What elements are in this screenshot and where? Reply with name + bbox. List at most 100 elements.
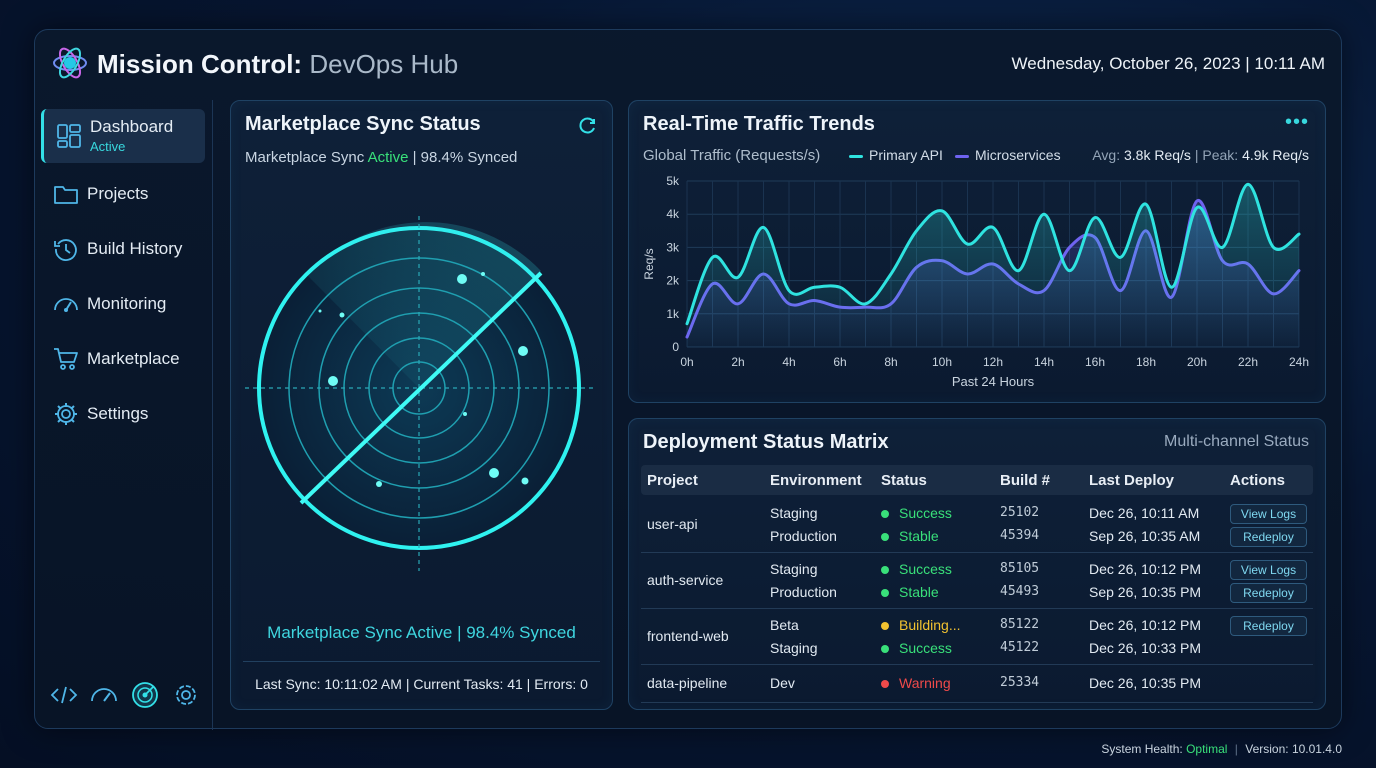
build-number: 85105 [1000, 561, 1040, 576]
sync-title: Marketplace Sync Status [245, 113, 481, 135]
more-options-icon[interactable]: ••• [1284, 111, 1309, 133]
x-tick-label: 18h [1136, 355, 1156, 369]
project-name: auth-service [647, 572, 724, 588]
table-row: frontend-web Beta Building... 85122 Dec 26, … [641, 609, 1313, 665]
column-header: Last Deploy [1089, 472, 1175, 489]
x-tick-label: 6h [833, 355, 846, 369]
traffic-title: Real-Time Traffic Trends [643, 113, 875, 135]
environment: Production [770, 528, 837, 544]
matrix-title: Deployment Status Matrix [643, 431, 889, 453]
refresh-icon[interactable] [578, 115, 598, 135]
status-badge: Warning [881, 675, 951, 691]
sidebar-item-monitoring[interactable]: Monitoring [41, 277, 205, 331]
last-deploy: Dec 26, 10:33 PM [1089, 640, 1202, 656]
status-dot-icon [881, 589, 889, 598]
last-deploy: Sep 26, 10:35 PM [1089, 584, 1202, 600]
status-dot-icon [881, 510, 889, 519]
legend-label: Primary API [869, 147, 943, 163]
sync-sub-status: Active [367, 149, 409, 166]
view-logs-button[interactable]: View Logs [1230, 560, 1307, 580]
series-line-primary-api [685, 182, 1301, 326]
gear-icon [55, 403, 77, 425]
column-header: Status [881, 472, 927, 489]
matrix-right-label: Multi-channel Status [1164, 433, 1309, 450]
code-icon[interactable] [49, 680, 79, 710]
redeploy-button[interactable]: Redeploy [1230, 616, 1307, 636]
sidebar-item-projects[interactable]: Projects [41, 167, 205, 221]
traffic-stats: Avg: 3.8k Req/s | Peak: 4.9k Req/s [1092, 147, 1309, 163]
sync-panel: Marketplace Sync Status Marketplace Sync… [230, 100, 613, 710]
sync-subtitle: Marketplace Sync Active | 98.4% Synced [245, 149, 517, 166]
radar-icon[interactable] [130, 680, 160, 710]
sidebar-item-status: Active [90, 139, 126, 154]
status-text: Success [899, 505, 952, 521]
x-tick-label: 12h [983, 355, 1003, 369]
gauge-icon [54, 298, 78, 312]
sync-stats: Last Sync: 10:11:02 AM | Current Tasks: … [255, 676, 588, 692]
column-header: Build # [1000, 472, 1051, 489]
traffic-panel: Real-Time Traffic Trends ••• Global Traf… [628, 100, 1326, 403]
sidebar-item-label: Marketplace [87, 349, 180, 368]
table-header: Project Environment Status Build # Last … [641, 465, 1313, 495]
status-text: Stable [899, 528, 939, 544]
last-deploy: Dec 26, 10:12 PM [1089, 561, 1202, 577]
sidebar-item-settings[interactable]: Settings [41, 387, 205, 441]
sync-sub-suffix: | 98.4% Synced [412, 149, 518, 166]
project-name: frontend-web [647, 628, 729, 644]
legend-primary-api: Primary API [849, 147, 943, 163]
version: Version: 10.01.4.0 [1245, 742, 1342, 756]
dashboard-icon [57, 124, 81, 148]
speedometer-icon[interactable] [89, 680, 119, 710]
y-tick-label: 1k [666, 307, 680, 321]
status-badge: Building... [881, 617, 960, 633]
column-header: Environment [770, 472, 862, 489]
status-dot-icon [881, 645, 889, 654]
last-deploy: Sep 26, 10:35 AM [1089, 528, 1201, 544]
last-deploy: Dec 26, 10:35 PM [1089, 675, 1202, 691]
x-tick-label: 16h [1085, 355, 1105, 369]
redeploy-button[interactable]: Redeploy [1230, 527, 1307, 547]
sidebar-item-marketplace[interactable]: Marketplace [41, 332, 205, 386]
status-badge: Stable [881, 528, 939, 544]
y-tick-label: 4k [666, 207, 680, 221]
table-row: data-pipeline Dev Warning 25334 Dec 26, 10:3… [641, 665, 1313, 703]
legend-swatch [955, 154, 969, 158]
status-text: Warning [899, 675, 951, 691]
build-number: 45122 [1000, 640, 1040, 655]
sidebar-item-build-history[interactable]: Build History [41, 222, 205, 276]
sidebar-bottom-toolbar [47, 680, 207, 712]
x-tick-label: 10h [932, 355, 952, 369]
avg-value: 3.8k Req/s [1124, 147, 1191, 163]
traffic-subtitle: Global Traffic (Requests/s) [643, 147, 821, 164]
x-tick-label: 14h [1034, 355, 1054, 369]
peak-label: Peak: [1202, 147, 1239, 163]
status-badge: Success [881, 505, 952, 521]
app-title-sub: DevOps Hub [309, 49, 459, 79]
settings-icon[interactable] [171, 680, 201, 710]
status-badge: Success [881, 561, 952, 577]
build-number: 25334 [1000, 675, 1040, 690]
x-tick-label: 20h [1187, 355, 1207, 369]
health-label: System Health: [1101, 742, 1183, 756]
sidebar-item-dashboard[interactable]: Dashboard Active [41, 109, 205, 163]
y-tick-label: 0 [672, 340, 679, 354]
view-logs-button[interactable]: View Logs [1230, 504, 1307, 524]
build-number: 45394 [1000, 528, 1040, 543]
y-axis-label: Req/s [642, 248, 656, 279]
radar-graphic [245, 216, 597, 571]
deployment-panel: Deployment Status Matrix Multi-channel S… [628, 418, 1326, 710]
environment: Dev [770, 675, 795, 691]
traffic-chart: 0 1k 2k 3k 4k 5k 0h 2h 4h 6h 8h 10h 12h 14h 16h 18h 20h 2… [642, 174, 1309, 389]
status-badge: Success [881, 640, 952, 656]
environment: Staging [770, 505, 818, 521]
status-dot-icon [881, 680, 889, 689]
series-area [687, 184, 1299, 347]
last-deploy: Dec 26, 10:11 AM [1089, 505, 1200, 521]
sync-sub-prefix: Marketplace Sync [245, 149, 365, 166]
sidebar-item-label: Settings [87, 404, 149, 423]
y-tick-label: 2k [666, 274, 680, 288]
status-text: Building... [899, 617, 961, 633]
redeploy-button[interactable]: Redeploy [1230, 583, 1307, 603]
x-tick-label: 0h [680, 355, 693, 369]
environment: Staging [770, 640, 818, 656]
